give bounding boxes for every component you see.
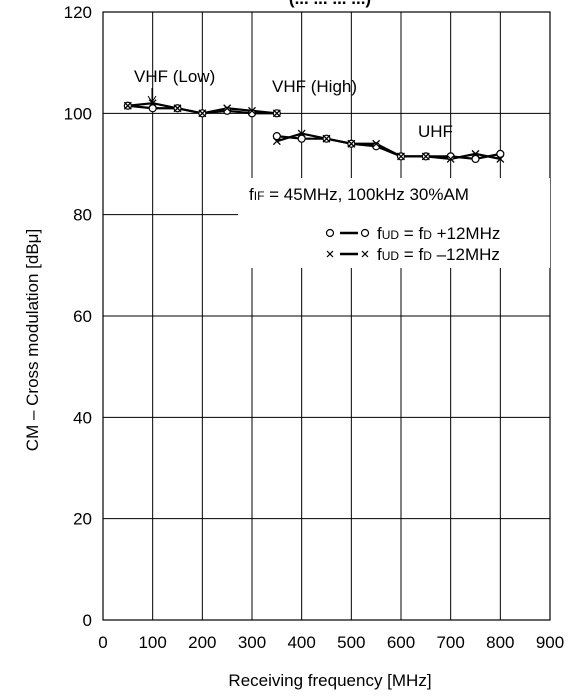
legend-background: [238, 178, 550, 268]
series-2-point-250-seg1: [223, 104, 232, 113]
series-2-point-300-seg1: [248, 106, 256, 115]
y-axis-label: CM – Cross modulation [dBμ]: [23, 229, 42, 451]
series-2-line-segment-2: [276, 132, 501, 161]
series-1-point-100-seg1: [148, 104, 157, 113]
plot-frame: [102, 11, 551, 621]
series-2-point-350-seg2: [272, 137, 281, 146]
series-2-point-150-seg1: [173, 104, 182, 113]
annotation-vhf-low: VHF (Low): [134, 67, 215, 86]
chart-title: (... ... ... ...): [289, 0, 371, 8]
series-2-point-800-seg2: [496, 154, 505, 163]
x-tick-label-800: 800: [486, 633, 514, 652]
legend-cross-marker-right: [361, 250, 369, 258]
series-2-point-500-seg2: [347, 139, 356, 148]
legend-cross-marker-left: [326, 250, 334, 258]
series-2-point-50-seg1: [123, 101, 132, 110]
test-condition: fIF = 45MHz, 100kHz 30%AM: [249, 185, 469, 204]
y-tick-labels: 0 20 40 60 80 100 120: [64, 3, 92, 630]
series-2-point-550-seg2: [372, 139, 381, 148]
series-2-point-600-seg2: [397, 152, 405, 161]
data-series: [123, 99, 505, 164]
x-tick-label-100: 100: [138, 633, 166, 652]
series-1-point-750-seg2: [471, 154, 480, 164]
y-tick-label-120: 120: [64, 3, 92, 22]
series-2-point-200-seg1: [198, 109, 207, 118]
x-axis-label: Receiving frequency [MHz]: [228, 671, 431, 690]
grid-lines: [102, 11, 551, 621]
y-tick-label-60: 60: [73, 307, 92, 326]
x-tick-label-0: 0: [98, 633, 107, 652]
series-1-point-250-seg1: [223, 106, 232, 115]
series-1-point-350-seg2: [272, 132, 281, 141]
legend-circle-marker-left: [325, 228, 335, 238]
y-tick-label-40: 40: [73, 408, 92, 427]
x-tick-label-900: 900: [536, 633, 564, 652]
annotation-vhf-low-arrowhead: [147, 95, 157, 103]
x-tick-labels: 0 100 200 300 400 500 600 700 800 900: [98, 633, 564, 652]
series-2-point-100-seg1: [148, 99, 157, 108]
x-tick-label-200: 200: [188, 633, 216, 652]
series-1-line-segment-2: [276, 135, 501, 161]
legend-circle-marker-right: [360, 228, 370, 238]
series-2-point-750-seg2: [471, 149, 480, 158]
legend-label-plus: fUD = fD +12MHz: [377, 224, 500, 243]
series-2-point-450-seg2: [322, 134, 331, 143]
annotation-uhf: UHF: [418, 122, 453, 141]
series-2-point-650-seg2: [421, 152, 430, 161]
x-tick-label-700: 700: [436, 633, 464, 652]
series-1-point-400-seg2: [297, 134, 306, 143]
y-tick-label-0: 0: [83, 611, 92, 630]
x-tick-label-400: 400: [287, 633, 315, 652]
series-1-point-700-seg2: [446, 152, 455, 161]
series-1-point-550-seg2: [372, 142, 381, 151]
y-tick-label-100: 100: [64, 104, 92, 123]
legend: fUD = fD +12MHz fUD = fD –12MHz: [325, 224, 500, 264]
series-2-point-700-seg2: [446, 154, 455, 163]
x-tick-label-500: 500: [337, 633, 365, 652]
legend-label-minus: fUD = fD –12MHz: [377, 245, 500, 264]
series-1-point-800-seg2: [496, 149, 505, 158]
series-2-point-350-seg1: [272, 109, 281, 118]
x-tick-label-300: 300: [238, 633, 266, 652]
y-tick-label-80: 80: [73, 206, 92, 225]
x-tick-label-600: 600: [387, 633, 415, 652]
series-1-point-300-seg1: [247, 109, 257, 118]
annotation-vhf-high: VHF (High): [272, 77, 357, 96]
series-2-point-400-seg2: [297, 129, 306, 138]
y-tick-label-20: 20: [73, 510, 92, 529]
